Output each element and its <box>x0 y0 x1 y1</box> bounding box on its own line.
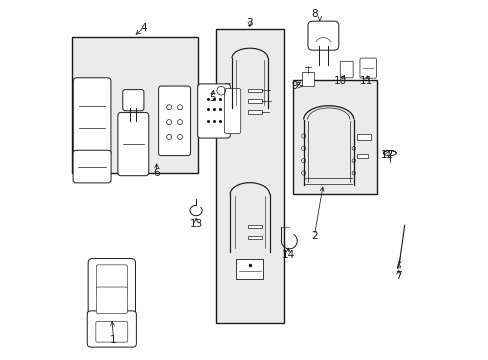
FancyBboxPatch shape <box>122 90 143 111</box>
Text: 13: 13 <box>189 219 203 229</box>
Text: 10: 10 <box>333 76 346 86</box>
FancyBboxPatch shape <box>340 61 352 78</box>
FancyBboxPatch shape <box>87 311 136 347</box>
FancyBboxPatch shape <box>224 89 240 134</box>
Text: 3: 3 <box>246 18 253 28</box>
Text: 1: 1 <box>110 334 117 345</box>
Bar <box>247 225 262 228</box>
Text: 14: 14 <box>281 249 294 260</box>
Bar <box>236 259 263 279</box>
FancyBboxPatch shape <box>197 84 230 138</box>
Bar <box>247 235 262 239</box>
Bar <box>215 30 284 323</box>
FancyBboxPatch shape <box>118 113 148 176</box>
FancyBboxPatch shape <box>301 72 314 86</box>
Text: 12: 12 <box>380 150 393 160</box>
Text: 6: 6 <box>153 168 160 178</box>
FancyBboxPatch shape <box>96 321 127 342</box>
Text: 9: 9 <box>291 81 297 91</box>
FancyBboxPatch shape <box>96 265 127 289</box>
Bar <box>247 110 262 114</box>
Bar <box>247 89 262 92</box>
FancyBboxPatch shape <box>88 258 135 319</box>
Bar <box>72 37 198 173</box>
FancyBboxPatch shape <box>307 21 338 50</box>
Text: 7: 7 <box>395 271 401 281</box>
Bar <box>292 80 376 194</box>
FancyBboxPatch shape <box>73 150 111 183</box>
Bar <box>357 134 370 140</box>
Bar <box>247 99 262 103</box>
Text: 4: 4 <box>141 23 147 33</box>
FancyBboxPatch shape <box>73 78 111 157</box>
Text: 11: 11 <box>359 76 372 86</box>
FancyBboxPatch shape <box>158 86 190 156</box>
Text: 5: 5 <box>208 93 215 103</box>
Bar <box>357 154 367 158</box>
FancyBboxPatch shape <box>359 58 376 78</box>
FancyBboxPatch shape <box>96 287 127 314</box>
Text: 2: 2 <box>310 231 317 240</box>
Text: 8: 8 <box>310 9 317 19</box>
